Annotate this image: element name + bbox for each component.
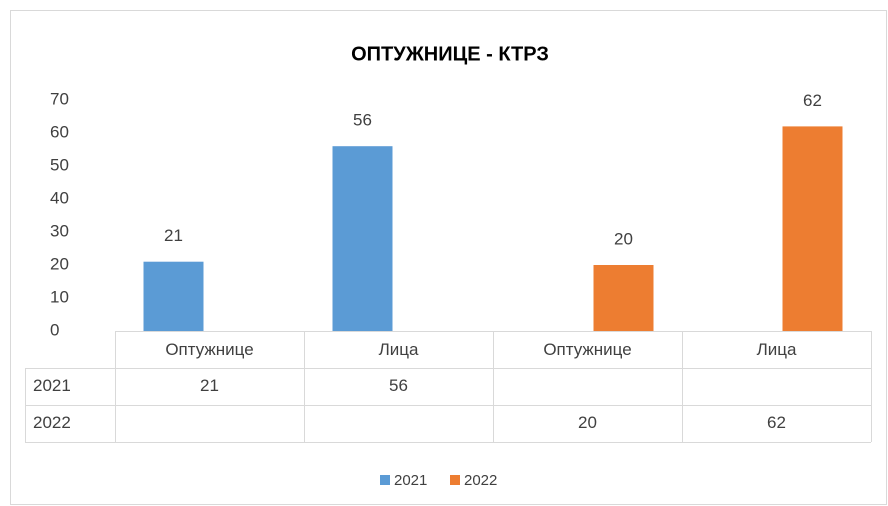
data-label: 56 [353, 111, 372, 130]
legend-swatch [450, 475, 460, 485]
data-label: 21 [164, 226, 183, 245]
bar [143, 261, 204, 331]
data-label: 62 [803, 91, 822, 110]
y-tick-label: 70 [50, 89, 69, 108]
table-series-name: 2021 [33, 376, 71, 395]
table-cell: 21 [200, 376, 219, 395]
x-tick-label: Лица [757, 340, 797, 359]
y-tick-label: 10 [50, 287, 69, 306]
table-cell: 20 [578, 413, 597, 432]
legend-label: 2022 [464, 472, 497, 489]
table-cell: 56 [389, 376, 408, 395]
y-tick-label: 50 [50, 155, 69, 174]
x-tick-label: Лица [379, 340, 419, 359]
y-tick-label: 20 [50, 254, 69, 273]
legend-swatch [380, 475, 390, 485]
x-tick-label: Оптужнице [165, 340, 253, 359]
data-label: 20 [614, 229, 633, 248]
table-cell: 62 [767, 413, 786, 432]
legend-label: 2021 [394, 472, 427, 489]
x-tick-label: Оптужнице [543, 340, 631, 359]
chart-frame [10, 10, 887, 505]
bar [782, 126, 843, 332]
y-tick-label: 30 [50, 221, 69, 240]
chart-title: ОПТУЖНИЦЕ - КТРЗ [351, 43, 549, 65]
y-tick-label: 60 [50, 122, 69, 141]
y-tick-label: 0 [50, 320, 59, 339]
y-tick-label: 40 [50, 188, 69, 207]
bar [332, 146, 393, 331]
bar [593, 265, 654, 331]
table-series-name: 2022 [33, 413, 71, 432]
